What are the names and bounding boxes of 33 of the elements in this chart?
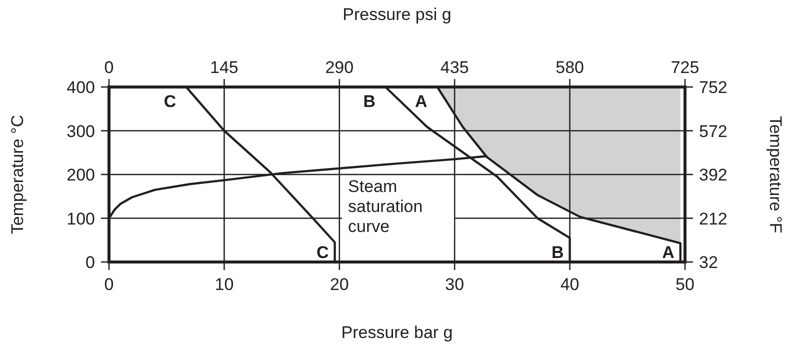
y2-tick-label: 572	[699, 122, 728, 141]
x2-tick-label: 0	[104, 58, 114, 77]
y-tick-label: 0	[86, 253, 95, 272]
y-axis-title: Temperature °C	[8, 114, 27, 234]
x2-tick-label: 145	[210, 58, 238, 77]
x2-tick-label: 290	[325, 58, 354, 77]
x-tick-label: 40	[560, 275, 580, 294]
x2-tick-label: 725	[670, 58, 700, 77]
y2-tick-label: 392	[699, 166, 728, 184]
y-tick-label: 300	[66, 122, 95, 141]
text: C	[164, 92, 176, 111]
series-label: C	[316, 243, 329, 262]
y2-tick-label: 32	[699, 253, 718, 272]
series-label: B	[552, 243, 564, 262]
y-tick-label: 100	[66, 209, 95, 228]
x-tick-label: 10	[214, 275, 234, 294]
x-axis-title: Pressure bar g	[341, 323, 453, 342]
text: B	[363, 92, 376, 111]
annotation: Steam saturation curve	[348, 177, 423, 236]
y-tick-label: 200	[66, 166, 95, 184]
y2-tick-label: 752	[699, 78, 728, 97]
series-label: A	[662, 243, 674, 262]
x-tick-label: 20	[330, 275, 349, 294]
y-tick-label: 400	[66, 78, 95, 97]
x2-axis-title: Pressure psi g	[342, 5, 452, 24]
y2-axis-title: Temperature °F	[766, 116, 785, 234]
x-tick-label: 30	[445, 275, 464, 294]
x-tick-label: 0	[104, 275, 114, 294]
text: A	[415, 92, 428, 111]
y2-tick-label: 212	[699, 209, 728, 228]
x2-tick-label: 435	[440, 58, 469, 77]
x2-tick-label: 580	[556, 58, 584, 77]
x-tick-label: 50	[676, 275, 694, 294]
